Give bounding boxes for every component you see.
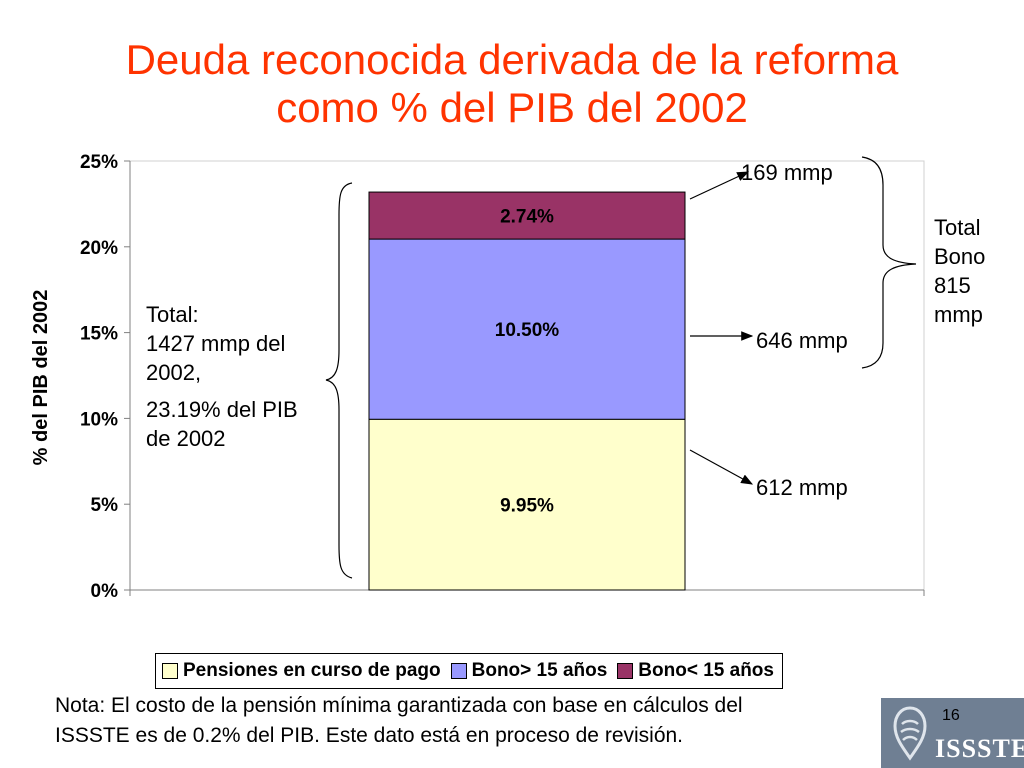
legend-item-pensiones: Pensiones en curso de pago bbox=[162, 660, 441, 682]
y-tick-label: 15% bbox=[80, 324, 118, 345]
total-bono-line-3: 815 bbox=[934, 273, 971, 298]
total-left-line-5: de 2002 bbox=[146, 426, 226, 451]
total-left-line-3: 2002, bbox=[146, 360, 202, 385]
title-line-1: Deuda reconocida derivada de la reforma bbox=[125, 36, 899, 83]
legend-label: Pensiones en curso de pago bbox=[183, 660, 441, 681]
issste-logo: ISSSTE bbox=[881, 698, 1024, 768]
total-left-line-1: Total: bbox=[146, 302, 199, 327]
legend-label: Bono< 15 años bbox=[638, 660, 774, 681]
y-tick-label: 5% bbox=[91, 495, 119, 516]
issste-emblem-icon bbox=[893, 706, 927, 761]
footnote-line-2: ISSSTE es de 0.2% del PIB. Este dato est… bbox=[55, 724, 684, 747]
legend-swatch bbox=[617, 663, 634, 679]
y-tick-label: 20% bbox=[80, 238, 118, 259]
annotation-169-mmp: 169 mmp bbox=[741, 160, 833, 185]
legend-swatch bbox=[162, 663, 178, 679]
left-brace bbox=[325, 182, 353, 579]
data-label: 2.74% bbox=[500, 207, 554, 228]
y-tick-label: 0% bbox=[91, 581, 119, 602]
total-bono-line-2: Bono bbox=[934, 244, 986, 269]
arrow-612-mmp bbox=[689, 449, 754, 485]
right-brace bbox=[861, 156, 917, 369]
stacked-bar-chart: 0% 5% 10% 15% 20% 25% % del PIB del 2002 9.95% 1… bbox=[30, 152, 925, 602]
total-bono-line-1: Total bbox=[934, 215, 981, 240]
logo-wordmark: ISSSTE bbox=[935, 734, 1024, 763]
annotation-646-mmp: 646 mmp bbox=[756, 328, 848, 353]
total-bono-annotation: Total Bono 815 mmp bbox=[934, 213, 985, 329]
bar-segment bbox=[368, 191, 686, 240]
title-line-2: como % del PIB del 2002 bbox=[276, 84, 748, 131]
page-number: 16 bbox=[942, 707, 960, 724]
legend-item-bono-mayor-15: Bono> 15 años bbox=[450, 660, 608, 682]
y-tick-label: 10% bbox=[80, 409, 118, 430]
total-left-line-4: 23.19% del PIB bbox=[146, 397, 298, 422]
footnote: Nota: El costo de la pensión mínima gara… bbox=[55, 691, 905, 751]
footnote-line-1: Nota: El costo de la pensión mínima gara… bbox=[55, 694, 743, 717]
total-left-line-2: 1427 mmp del bbox=[146, 331, 286, 356]
data-label: 10.50% bbox=[495, 320, 560, 341]
total-left-annotation: Total: 1427 mmp del 2002, 23.19% del PIB… bbox=[146, 300, 298, 453]
total-bono-line-4: mmp bbox=[934, 302, 983, 327]
legend-label: Bono> 15 años bbox=[471, 660, 608, 681]
annotation-612-mmp: 612 mmp bbox=[756, 475, 848, 500]
slide-title: Deuda reconocida derivada de la reforma … bbox=[0, 36, 1024, 132]
legend-item-bono-menor-15: Bono< 15 años bbox=[617, 660, 774, 682]
y-tick-label: 25% bbox=[80, 152, 118, 173]
bar-segment bbox=[368, 418, 686, 591]
legend-swatch bbox=[450, 663, 467, 679]
arrow-169-mmp bbox=[689, 171, 750, 200]
chart-legend: Pensiones en curso de pago Bono> 15 años… bbox=[155, 653, 783, 689]
y-axis-label: % del PIB del 2002 bbox=[30, 290, 52, 466]
data-label: 9.95% bbox=[500, 496, 554, 517]
